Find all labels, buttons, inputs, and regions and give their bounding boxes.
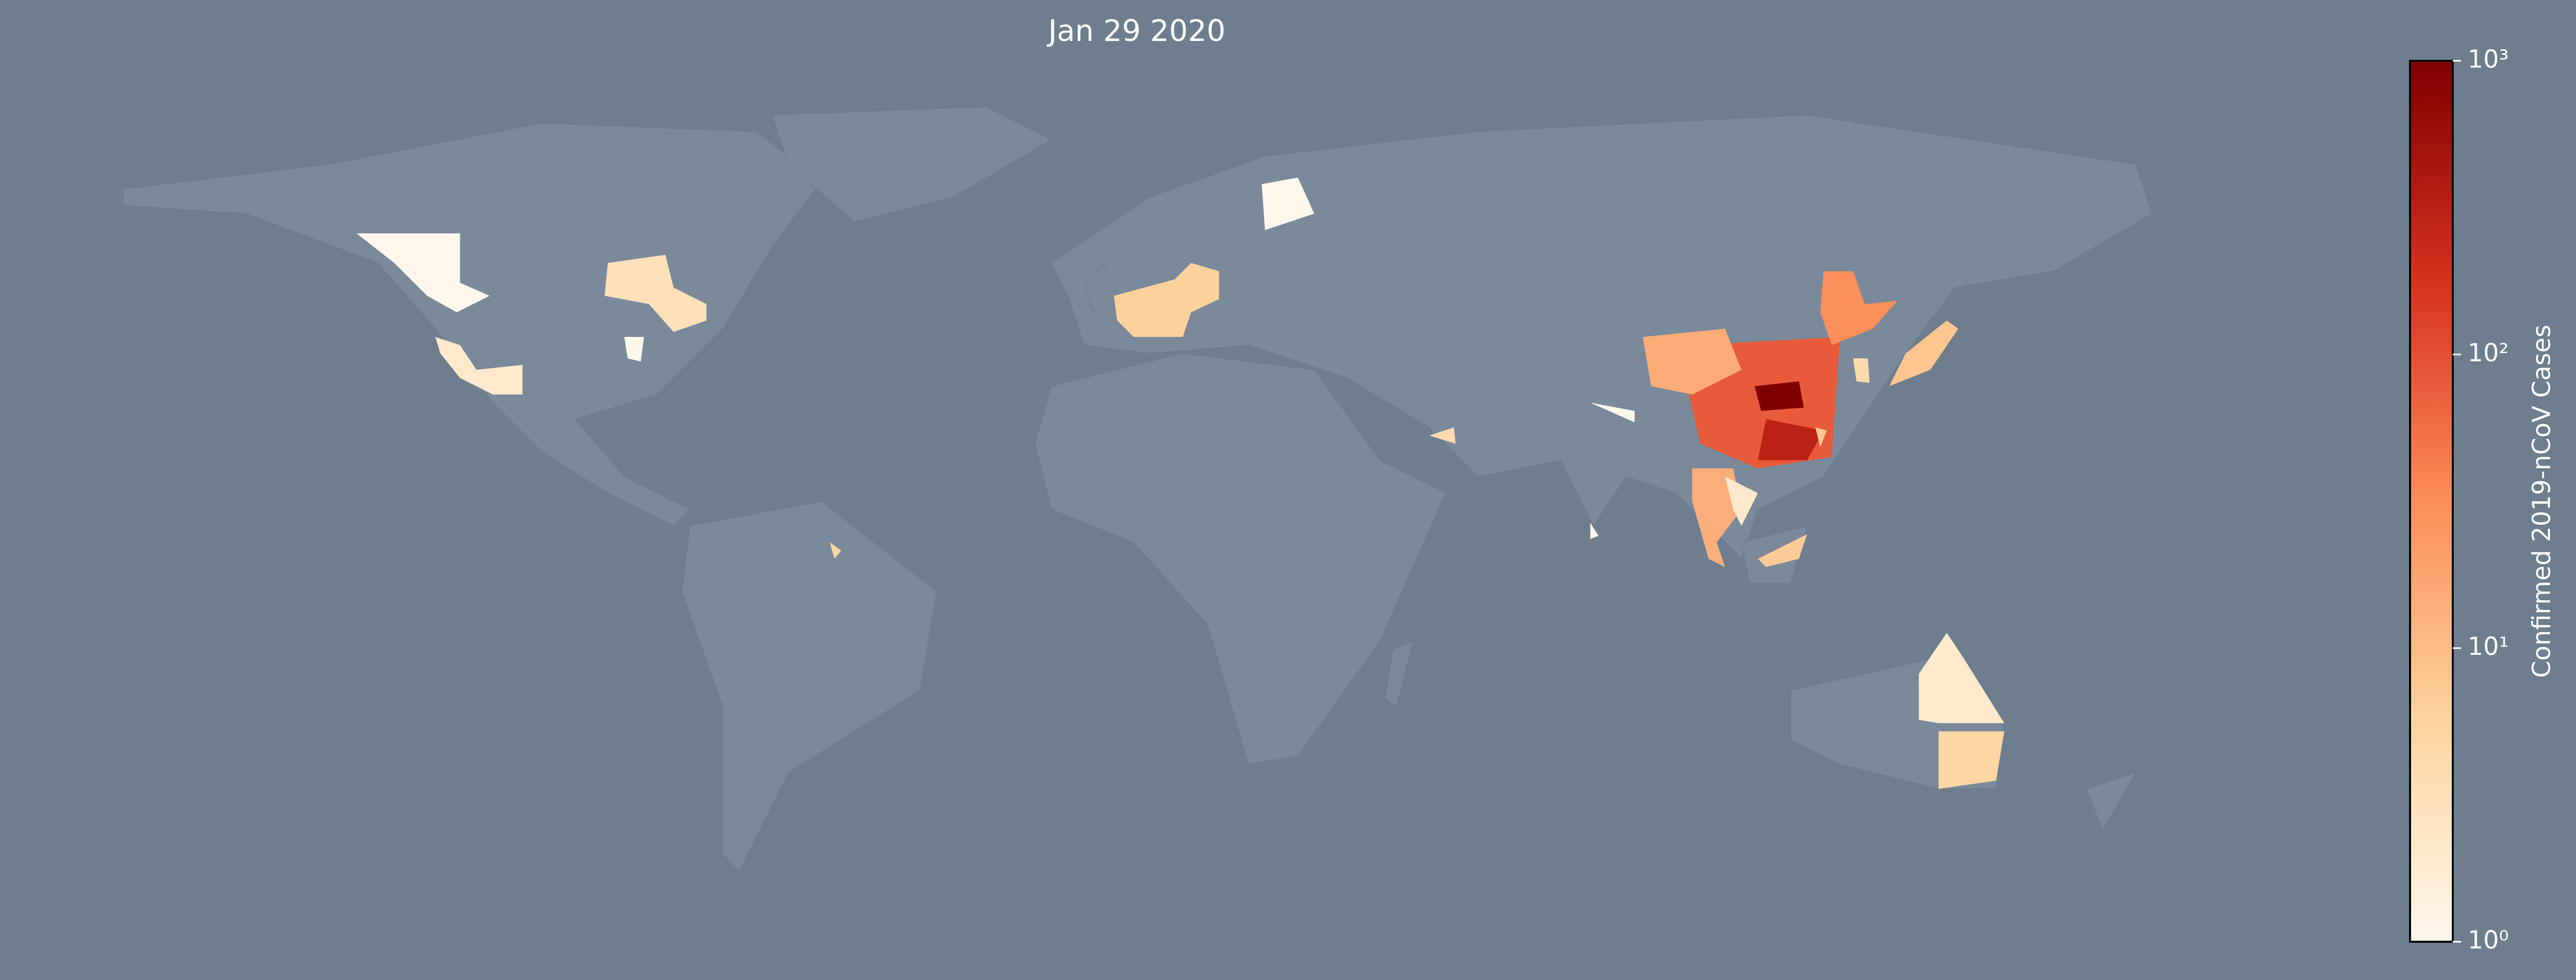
region xyxy=(1590,522,1599,539)
land xyxy=(681,501,937,872)
region xyxy=(1938,731,2005,789)
region xyxy=(1590,403,1635,423)
map-title: Jan 29 2020 xyxy=(1047,14,1226,48)
region xyxy=(1758,419,1824,460)
region xyxy=(1758,534,1808,567)
region xyxy=(829,542,842,559)
basemap xyxy=(123,106,2153,872)
colorbar-tick-label: 10² xyxy=(2467,339,2508,367)
region xyxy=(1724,476,1758,526)
land xyxy=(1034,352,1446,765)
colorbar xyxy=(2409,59,2454,943)
region xyxy=(1113,263,1219,338)
regions xyxy=(356,177,2005,789)
land xyxy=(1050,114,2153,560)
colorbar-tick-label: 10¹ xyxy=(2467,632,2508,661)
land xyxy=(123,123,822,527)
region xyxy=(1889,320,1958,386)
region xyxy=(1815,427,1827,447)
colorbar-tick-label: 10³ xyxy=(2467,45,2508,73)
land xyxy=(2086,771,2137,831)
region xyxy=(1853,358,1870,383)
colorbar-tick-label: 10⁰ xyxy=(2467,926,2508,955)
region xyxy=(356,233,490,313)
region xyxy=(1643,328,1742,395)
region xyxy=(435,337,523,395)
colorbar-label: Confirmed 2019-nCoV Cases xyxy=(2527,324,2556,678)
region xyxy=(1919,633,2005,724)
land xyxy=(772,106,1052,222)
region xyxy=(1820,271,1898,345)
region xyxy=(624,337,644,362)
region xyxy=(605,254,707,332)
region xyxy=(1262,177,1314,230)
region xyxy=(1429,427,1456,444)
region xyxy=(1754,381,1804,411)
land xyxy=(1385,640,1414,708)
